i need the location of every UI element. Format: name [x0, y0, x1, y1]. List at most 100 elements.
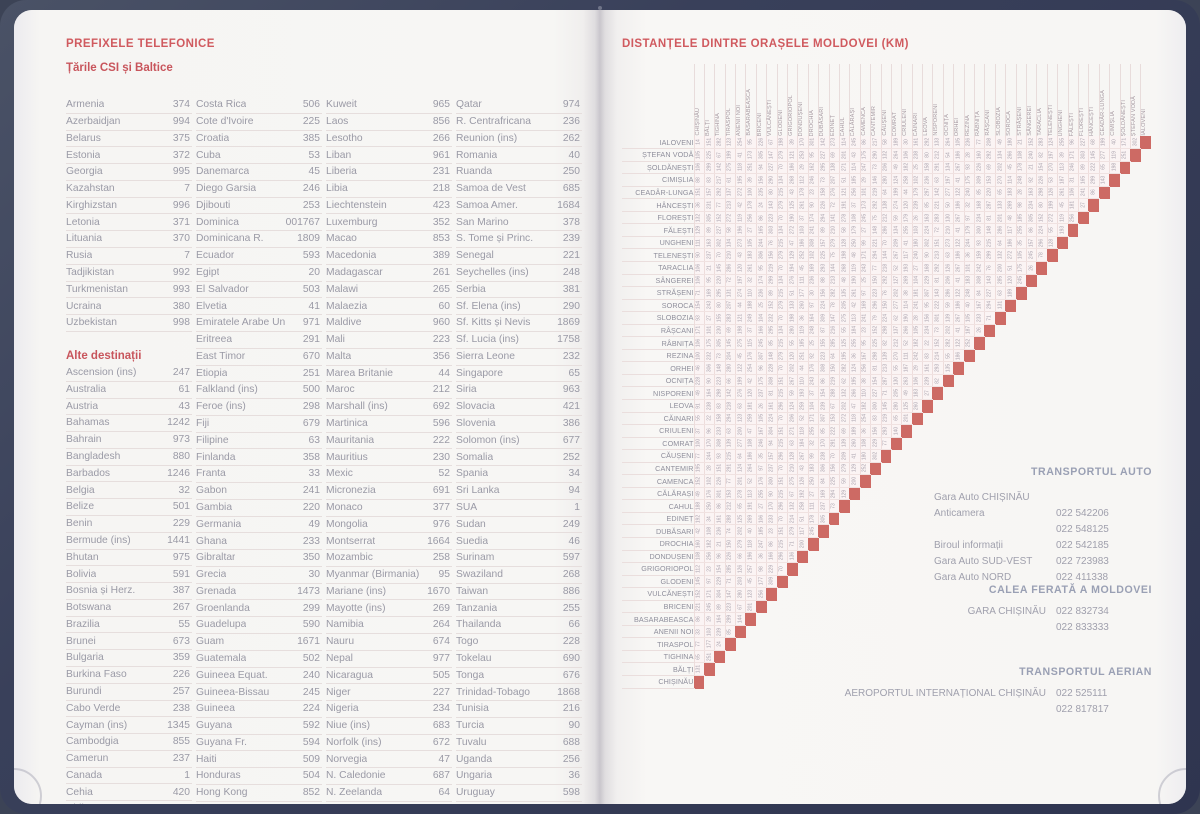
matrix-cell: 161	[911, 136, 923, 150]
matrix-empty-cell	[1078, 236, 1088, 249]
matrix-empty-cell	[923, 412, 933, 425]
matrix-cell-value: 55	[1048, 227, 1055, 233]
matrix-col-label: NISPORENI	[933, 104, 940, 136]
matrix-empty-cell	[839, 650, 849, 663]
matrix-cell: 287	[984, 198, 996, 212]
matrix-cell-value: 294	[726, 414, 733, 423]
matrix-cell: 95	[922, 299, 933, 313]
matrix-cell-value: 290	[872, 150, 879, 159]
matrix-cell: 100	[693, 437, 705, 451]
matrix-cell: 73	[828, 499, 840, 513]
transport-phone[interactable]: 022 832734	[1056, 606, 1109, 617]
transport-phone[interactable]: 022 525111	[1056, 688, 1108, 699]
matrix-cell: 86	[859, 136, 871, 150]
country-code: 241	[302, 485, 320, 497]
matrix-empty-cell	[798, 600, 808, 613]
matrix-cell-value: 168	[976, 200, 983, 210]
matrix-empty-cell	[1099, 274, 1109, 287]
matrix-cell: 178	[807, 512, 819, 526]
matrix-diagonal-cell	[911, 412, 923, 426]
matrix-cell: 176	[745, 349, 757, 363]
transport-phone[interactable]: 022 548125	[1056, 524, 1109, 535]
matrix-cell-value: 207	[830, 175, 837, 185]
transport-phone[interactable]: 022 542206	[1056, 508, 1109, 519]
matrix-empty-cell	[1047, 261, 1057, 274]
matrix-cell-value: 256	[1069, 213, 1076, 222]
matrix-cell-value: 260	[851, 439, 858, 448]
matrix-cell-value: 264	[945, 137, 952, 147]
country-name: Eritreea	[196, 334, 233, 346]
matrix-cell: 134	[890, 223, 902, 237]
matrix-cell: 70	[776, 512, 788, 526]
matrix-col-header: RÂBNIȚA	[974, 64, 985, 136]
matrix-cell: 215	[984, 236, 996, 250]
country-entry: R. Centrafricana 236	[456, 114, 582, 131]
country-name: Turkmenistan	[66, 283, 128, 295]
matrix-diagonal-cell	[1067, 223, 1079, 237]
matrix-cell-value: 267	[955, 163, 962, 172]
matrix-cell-value: 142	[820, 137, 827, 147]
matrix-cell-value: 271	[789, 426, 796, 436]
matrix-empty-cell	[1110, 425, 1120, 438]
matrix-cell: 229	[922, 274, 933, 288]
matrix-cell-value: 187	[1059, 175, 1066, 185]
matrix-cell-value: 68	[1090, 139, 1097, 145]
matrix-cell-value: 185	[758, 527, 765, 536]
transport-phone[interactable]: 022 542185	[1056, 540, 1109, 551]
transport-phone[interactable]: 022 411338	[1056, 572, 1109, 583]
matrix-row: CĂINARI 55 22 158 294 123 259 105 224 70 206 52 171 3…	[622, 412, 1151, 426]
country-code: 245	[302, 686, 320, 698]
transport-phone[interactable]: 022 723983	[1056, 556, 1109, 567]
matrix-cell: 185	[755, 524, 767, 538]
matrix-cell: 292	[880, 274, 892, 288]
matrix-empty-cell	[1099, 399, 1109, 412]
transport-phone[interactable]: 022 817817	[1056, 704, 1109, 715]
country-code: 230	[432, 451, 450, 463]
matrix-cell: 197	[1046, 148, 1058, 162]
country-code: 229	[172, 518, 190, 530]
matrix-diagonal-cell	[1077, 211, 1089, 225]
matrix-cell-value: 111	[799, 276, 806, 285]
matrix-cell: 23	[807, 186, 819, 200]
country-code: 64	[438, 787, 450, 799]
country-code: 375	[172, 132, 190, 144]
matrix-cell-value: 186	[955, 150, 962, 159]
matrix-cell-value: 239	[716, 627, 723, 636]
matrix-cell-value: 21	[706, 264, 713, 271]
matrix-empty-cell	[1037, 437, 1047, 450]
matrix-cell: 86	[1025, 223, 1037, 237]
matrix-cell-value: 135	[945, 363, 952, 373]
matrix-cell: 240	[963, 186, 975, 200]
matrix-cell: 148	[714, 361, 726, 375]
matrix-empty-cell	[1058, 337, 1068, 350]
matrix-cell: 277	[735, 437, 746, 451]
matrix-cell: 37	[849, 198, 861, 212]
transport-phone[interactable]: 022 833333	[1056, 622, 1109, 633]
matrix-cell: 96	[703, 424, 715, 438]
matrix-cell-value: 51	[1007, 264, 1014, 271]
transport-phone[interactable]	[1056, 490, 1152, 506]
matrix-col-header: TIRASPOL	[724, 64, 736, 136]
matrix-cell-value: 89	[1080, 164, 1087, 171]
air-title: TRANSPORTUL AERIAN	[1019, 666, 1152, 678]
matrix-cell-value: 28	[706, 465, 713, 472]
matrix-cell-value: 120	[747, 389, 754, 398]
matrix-cell: 208	[984, 136, 996, 150]
country-entry: Malaezia 60	[326, 298, 452, 316]
matrix-cell-value: 144	[882, 251, 889, 260]
country-name: Belgia	[66, 484, 95, 496]
matrix-cell: 254	[735, 136, 746, 150]
matrix-cell: 36	[963, 248, 975, 262]
matrix-cell-value: 63	[945, 252, 952, 258]
matrix-cell-value: 292	[924, 137, 931, 147]
country-entry: Myanmar (Birmania) 95	[326, 567, 452, 584]
matrix-cell: 26	[1025, 261, 1037, 275]
matrix-col-header: CAMENCA	[859, 64, 871, 136]
matrix-cell-value: 283	[726, 313, 733, 323]
matrix-empty-cell	[1099, 299, 1109, 312]
matrix-cell-value: 300	[768, 476, 775, 486]
matrix-cell: 295	[714, 286, 726, 300]
matrix-cell-value: 77	[695, 453, 702, 459]
matrix-empty-cell	[1078, 312, 1088, 325]
country-entry: Gambia 220	[196, 500, 322, 517]
